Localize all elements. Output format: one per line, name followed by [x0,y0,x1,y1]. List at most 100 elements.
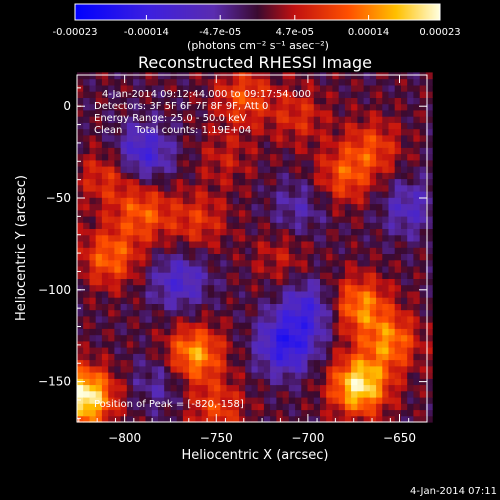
heatmap-cell [388,328,396,336]
heatmap-cell [263,234,271,242]
heatmap-cell [320,409,327,417]
heatmap-cell [344,328,352,336]
heatmap-cell [114,84,122,92]
heatmap-cell [226,372,234,379]
heatmap-cell [158,290,165,298]
heatmap-cell [425,122,433,130]
heatmap-cell [313,203,321,211]
heatmap-cell [139,409,147,417]
heatmap-cell [357,409,365,417]
heatmap-cell [220,166,228,173]
heatmap-cell [301,97,309,105]
heatmap-cell [338,390,346,398]
heatmap-cell [95,72,103,80]
heatmap-cell [288,390,296,398]
heatmap-cell [126,191,134,198]
heatmap-cell [195,103,203,111]
heatmap-cell [83,178,90,186]
heatmap-cell [394,365,402,373]
heatmap-cell [83,272,90,279]
heatmap-cell [276,78,284,86]
heatmap-cell [232,415,240,423]
heatmap-cell [326,141,333,148]
heatmap-cell [419,247,427,254]
heatmap-cell [295,303,302,311]
heatmap-cell [263,78,271,86]
heatmap-cell [394,265,402,273]
heatmap-cell [407,415,414,423]
heatmap-cell [207,397,215,404]
heatmap-cell [114,166,122,173]
heatmap-cell [89,178,97,186]
heatmap-cell [214,203,221,211]
heatmap-cell [77,253,84,261]
heatmap-cell [363,153,371,161]
heatmap-cell [301,209,309,217]
heatmap-cell [114,116,122,123]
heatmap-cell [139,297,147,304]
heatmap-cell [158,384,165,392]
heatmap-cell [388,141,396,148]
heatmap-cell [214,91,221,98]
heatmap-cell [201,372,209,379]
heatmap-cell [401,347,408,354]
heatmap-cell [145,409,153,417]
heatmap-cell [114,234,122,242]
heatmap-cell [263,91,271,98]
heatmap-cell [407,234,414,242]
heatmap-cell [382,347,390,354]
heatmap-cell [220,141,228,148]
heatmap-cell [313,372,321,379]
heatmap-cell [326,390,333,398]
heatmap-cell [195,303,203,311]
heatmap-cell [126,172,134,180]
heatmap-cell [176,153,184,161]
heatmap-cell [301,241,309,248]
heatmap-cell [413,384,421,392]
heatmap-cell [413,290,421,298]
heatmap-cell [195,372,203,379]
heatmap-cell [401,278,408,286]
heatmap-cell [139,284,147,292]
heatmap-cell [89,284,97,292]
heatmap-cell [133,116,140,123]
heatmap-cell [263,353,271,361]
heatmap-cell [307,390,315,398]
heatmap-cell [226,216,234,223]
heatmap-cell [413,272,421,279]
heatmap-cell [313,153,321,161]
heatmap-cell [363,228,371,236]
heatmap-cell [220,328,228,336]
heatmap-cell [388,128,396,136]
heatmap-cell [170,109,178,117]
heatmap-cell [170,116,178,123]
heatmap-cell [108,222,115,229]
heatmap-cell [425,172,433,180]
heatmap-cell [133,128,140,136]
heatmap-cell [313,222,321,229]
heatmap-cell [239,265,246,273]
heatmap-cell [301,91,309,98]
heatmap-cell [351,372,358,379]
heatmap-cell [338,203,346,211]
heatmap-cell [214,128,221,136]
heatmap-cell [401,390,408,398]
heatmap-cell [176,372,184,379]
heatmap-cell [419,372,427,379]
heatmap-cell [251,159,259,167]
heatmap-cell [239,259,246,267]
heatmap-cell [382,172,390,180]
heatmap-cell [388,365,396,373]
heatmap-cell [182,315,190,323]
heatmap-cell [239,91,246,98]
heatmap-cell [220,378,228,386]
heatmap-cell [114,372,122,379]
heatmap-cell [164,222,171,229]
heatmap-cell [220,116,228,123]
heatmap-cell [139,166,147,173]
heatmap-cell [126,297,134,304]
heatmap-cell [89,259,97,267]
heatmap-cell [288,128,296,136]
heatmap-cell [326,347,333,354]
heatmap-cell [288,166,296,173]
